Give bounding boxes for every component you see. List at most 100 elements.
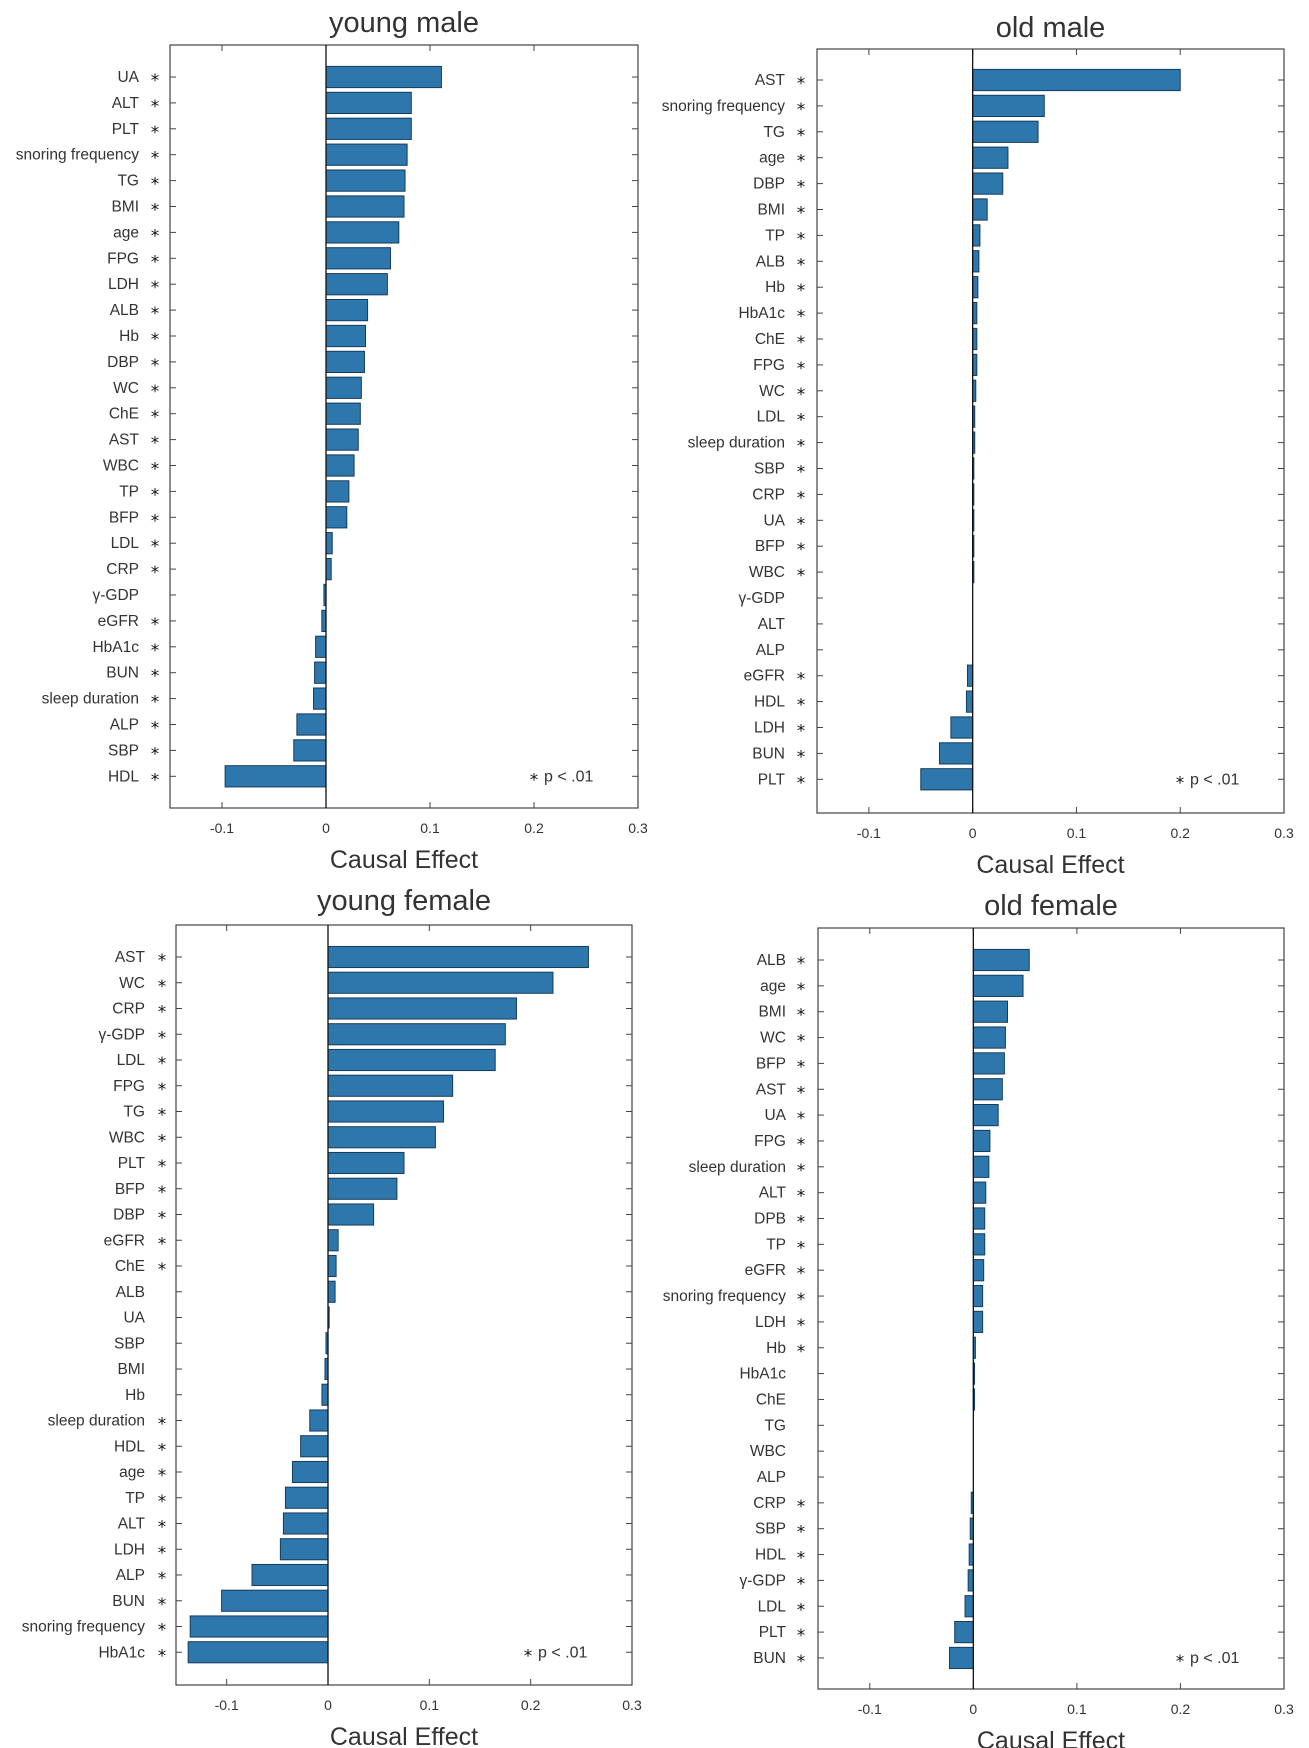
- bar-crp: [325, 557, 332, 581]
- category-label: sleep duration: [48, 1413, 145, 1430]
- x-tick-label: 0.3: [628, 820, 648, 836]
- category-label: CRP: [752, 486, 785, 503]
- significance-star: *: [151, 71, 160, 91]
- category-label: γ-GDP: [93, 587, 140, 604]
- x-axis-title: Causal Effect: [330, 1723, 478, 1748]
- bar-ast: [972, 68, 1181, 92]
- category-label: WBC: [750, 1443, 786, 1460]
- bar-fpg: [972, 1129, 991, 1153]
- significance-star: *: [158, 1415, 167, 1435]
- category-label: BFP: [755, 538, 785, 555]
- significance-star: *: [151, 356, 160, 376]
- bar-wbc: [327, 1126, 436, 1149]
- category-label: ALP: [757, 1469, 786, 1486]
- x-tick-label: 0.1: [1067, 1701, 1087, 1717]
- plot-frame: [816, 48, 1285, 814]
- category-label: WBC: [103, 458, 139, 475]
- category-label: FPG: [754, 1133, 786, 1150]
- category-label: TP: [765, 227, 785, 244]
- x-tick-label: 0: [322, 820, 330, 836]
- bar-plt: [327, 1151, 405, 1175]
- bar-bmi: [972, 1000, 1009, 1023]
- plot-frame: [169, 44, 639, 809]
- bar-tp: [325, 480, 350, 503]
- bar-alp: [251, 1563, 329, 1587]
- legend-text: p < .01: [538, 1644, 587, 1661]
- category-label: BFP: [109, 509, 139, 526]
- legend-star: *: [1176, 1652, 1185, 1672]
- bar-snoring-frequency: [189, 1615, 329, 1638]
- significance-star: *: [151, 330, 160, 350]
- bar-wc: [327, 971, 554, 994]
- category-label: PLT: [112, 121, 140, 138]
- category-label: sleep duration: [42, 691, 139, 708]
- significance-star: *: [797, 954, 806, 974]
- category-label: FPG: [113, 1078, 145, 1095]
- significance-star: *: [151, 252, 160, 272]
- significance-star: *: [797, 670, 806, 690]
- category-label: TG: [123, 1104, 145, 1121]
- significance-star: *: [797, 722, 806, 742]
- bar-tp: [972, 224, 981, 247]
- bar-hdl: [224, 765, 327, 788]
- category-label: PLT: [759, 1624, 787, 1641]
- bar-alb: [327, 1280, 336, 1303]
- x-tick-label: 0.3: [1274, 825, 1294, 841]
- significance-star: *: [158, 1157, 167, 1177]
- x-tick-label: 0.1: [420, 820, 440, 836]
- category-label: ALB: [756, 253, 785, 270]
- bar-age: [292, 1460, 329, 1484]
- x-axis-title: Causal Effect: [976, 851, 1124, 879]
- bar-fpg: [325, 247, 391, 270]
- category-label: Hb: [119, 328, 139, 345]
- panel-old-male: old male -0.1 0 0.1 0.2 0.3 Causal Effect AST * s…: [662, 12, 1294, 879]
- significance-star: *: [797, 281, 806, 301]
- bar-sleep-duration: [313, 687, 327, 710]
- category-label: AST: [755, 72, 786, 89]
- category-label: ALT: [759, 1185, 787, 1202]
- significance-star: *: [151, 770, 160, 790]
- category-label: BMI: [117, 1361, 145, 1378]
- category-label: TP: [125, 1490, 145, 1507]
- bar-snoring-frequency: [972, 1284, 984, 1308]
- bar-che: [327, 1254, 337, 1278]
- x-tick-label: -0.1: [858, 1701, 882, 1717]
- bar-plt: [954, 1621, 974, 1644]
- category-label: ChE: [756, 1391, 786, 1408]
- bar-ldh: [325, 273, 388, 296]
- category-label: age: [113, 224, 139, 241]
- legend-star: *: [524, 1646, 533, 1666]
- category-label: eGFR: [745, 1262, 786, 1279]
- bar-ldh: [950, 716, 974, 739]
- bar-bun: [949, 1646, 974, 1670]
- category-label: ALB: [757, 952, 786, 969]
- legend-text: p < .01: [1190, 1650, 1239, 1667]
- category-label: AST: [756, 1081, 787, 1098]
- bar-bfp: [327, 1177, 398, 1200]
- category-label: LDH: [754, 720, 785, 737]
- category-label: TG: [117, 173, 139, 190]
- x-axis-title: Causal Effect: [330, 846, 478, 874]
- bar-ua: [325, 65, 442, 89]
- category-label: LDL: [111, 535, 140, 552]
- category-label: DPB: [754, 1211, 786, 1228]
- bar-wc: [972, 1026, 1006, 1049]
- bar-che: [325, 402, 361, 425]
- significance-star: *: [797, 1109, 806, 1129]
- category-label: ChE: [109, 406, 139, 423]
- category-label: AST: [115, 949, 146, 966]
- category-label: BUN: [106, 665, 139, 682]
- category-label: eGFR: [98, 613, 139, 630]
- significance-star: *: [151, 97, 160, 117]
- significance-star: *: [797, 1161, 806, 1181]
- category-label: ALT: [112, 95, 140, 112]
- significance-star: *: [158, 1234, 167, 1254]
- bar-hba1c: [187, 1641, 329, 1664]
- significance-star: *: [151, 719, 160, 739]
- bar-dbp: [972, 172, 1004, 195]
- significance-star: *: [151, 382, 160, 402]
- significance-star: *: [151, 201, 160, 221]
- category-label: snoring frequency: [662, 98, 785, 115]
- panel-title: young female: [317, 885, 491, 917]
